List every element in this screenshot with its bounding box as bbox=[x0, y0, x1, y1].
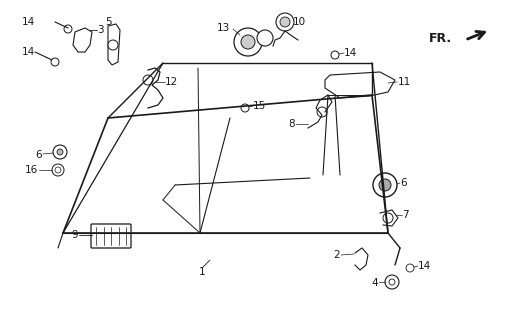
Text: 3: 3 bbox=[97, 25, 104, 35]
Text: 6: 6 bbox=[400, 178, 407, 188]
Circle shape bbox=[57, 149, 63, 155]
Text: 15: 15 bbox=[253, 101, 266, 111]
Circle shape bbox=[234, 28, 262, 56]
Polygon shape bbox=[108, 24, 120, 65]
Text: 10: 10 bbox=[293, 17, 306, 27]
Text: 1: 1 bbox=[199, 267, 205, 277]
Polygon shape bbox=[73, 28, 92, 52]
Text: 14: 14 bbox=[22, 47, 35, 57]
Circle shape bbox=[379, 179, 391, 191]
Text: 7: 7 bbox=[402, 210, 409, 220]
Circle shape bbox=[331, 51, 339, 59]
Circle shape bbox=[383, 213, 393, 223]
Polygon shape bbox=[325, 72, 395, 98]
Circle shape bbox=[143, 75, 153, 85]
Circle shape bbox=[53, 145, 67, 159]
Text: 14: 14 bbox=[344, 48, 357, 58]
Text: 9: 9 bbox=[71, 230, 78, 240]
Text: 12: 12 bbox=[165, 77, 178, 87]
Circle shape bbox=[241, 35, 255, 49]
Text: 4: 4 bbox=[371, 278, 378, 288]
Circle shape bbox=[317, 107, 327, 117]
Text: 5: 5 bbox=[105, 17, 111, 27]
Circle shape bbox=[373, 173, 397, 197]
Text: 11: 11 bbox=[398, 77, 411, 87]
Text: 13: 13 bbox=[217, 23, 230, 33]
Text: FR.: FR. bbox=[429, 31, 452, 44]
Circle shape bbox=[55, 167, 61, 173]
Circle shape bbox=[389, 279, 395, 285]
Circle shape bbox=[64, 25, 72, 33]
Text: 14: 14 bbox=[22, 17, 35, 27]
Circle shape bbox=[52, 164, 64, 176]
Text: 8: 8 bbox=[288, 119, 295, 129]
Text: 2: 2 bbox=[333, 250, 340, 260]
Text: 6: 6 bbox=[35, 150, 42, 160]
Circle shape bbox=[51, 58, 59, 66]
Circle shape bbox=[108, 40, 118, 50]
FancyBboxPatch shape bbox=[91, 224, 131, 248]
Circle shape bbox=[276, 13, 294, 31]
Circle shape bbox=[241, 104, 249, 112]
Circle shape bbox=[257, 30, 273, 46]
Text: 14: 14 bbox=[418, 261, 431, 271]
Circle shape bbox=[280, 17, 290, 27]
Circle shape bbox=[385, 275, 399, 289]
Circle shape bbox=[406, 264, 414, 272]
Text: 16: 16 bbox=[25, 165, 38, 175]
